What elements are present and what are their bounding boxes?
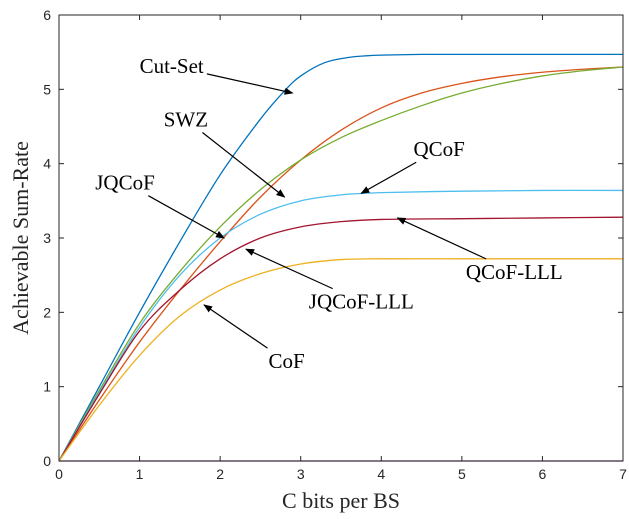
series-line-qcof <box>58 189 624 462</box>
y-tick-label: 3 <box>43 230 51 246</box>
annotation-arrow-jqcof <box>148 195 225 239</box>
annotation-arrow-swz <box>202 132 286 198</box>
annotation-arrow-jqcof-lll <box>245 248 333 290</box>
x-axis-label: C bits per BS <box>282 488 400 513</box>
series-layer <box>58 53 624 462</box>
annotation-cut-set: Cut-Set <box>140 54 204 78</box>
x-tick-label: 7 <box>619 466 627 482</box>
x-tick-label: 1 <box>136 466 144 482</box>
annotation-jqcof: JQCoF <box>95 171 155 195</box>
x-tick-label: 2 <box>216 466 224 482</box>
y-axis-label: Achievable Sum-Rate <box>8 141 33 335</box>
x-tick-label: 0 <box>55 466 63 482</box>
annotation-qcof-lll: QCoF-LLL <box>466 260 563 284</box>
y-tick-label: 2 <box>43 304 51 320</box>
annotation-arrow-qcof-lll <box>396 217 487 260</box>
annotation-arrow-qcof <box>360 161 417 194</box>
series-line-qcof-lll <box>58 216 624 462</box>
y-tick-label: 5 <box>43 81 51 97</box>
y-tick-label: 6 <box>43 7 51 23</box>
annotation-arrow-cof <box>203 304 268 349</box>
x-tick-label: 3 <box>297 466 305 482</box>
y-tick-label: 4 <box>43 156 51 172</box>
ticks-layer: 0 1 2 3 4 5 6 7 0 1 2 3 4 5 6 <box>43 7 627 482</box>
annotation-layer: Cut-Set SWZ JQCoF QCoF QCoF-LLL JQCoF-LLL CoF <box>95 54 562 373</box>
plot-frame <box>58 14 624 462</box>
y-tick-label: 1 <box>43 379 51 395</box>
series-line-cof <box>58 258 623 462</box>
annotation-arrow-cut-set <box>206 73 294 95</box>
y-tick-label: 0 <box>43 453 51 469</box>
series-line-swz <box>58 66 624 462</box>
series-line-jqcof <box>58 66 624 462</box>
x-tick-label: 4 <box>377 466 385 482</box>
annotation-jqcof-lll: JQCoF-LLL <box>309 290 414 314</box>
annotation-cof: CoF <box>268 349 304 373</box>
x-tick-label: 5 <box>458 466 466 482</box>
series-line-cut-set <box>58 53 623 462</box>
annotation-swz: SWZ <box>164 108 208 132</box>
x-tick-label: 6 <box>539 466 547 482</box>
annotation-qcof: QCoF <box>414 137 465 161</box>
